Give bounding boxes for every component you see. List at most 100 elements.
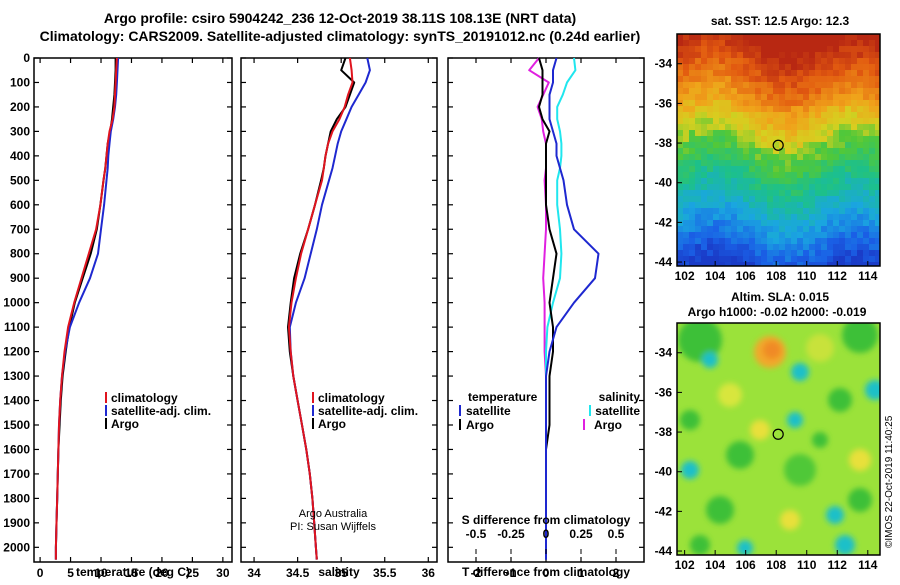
- sst-cell: [761, 46, 767, 52]
- sst-cell: [755, 202, 761, 208]
- sst-cell: [821, 250, 827, 256]
- sst-cell: [689, 34, 695, 40]
- sst-cell: [785, 166, 791, 172]
- sst-cell: [683, 232, 689, 238]
- sst-cell: [695, 214, 701, 220]
- sst-cell: [797, 148, 803, 154]
- sst-cell: [749, 64, 755, 70]
- sst-cell: [701, 184, 707, 190]
- sst-cell: [677, 52, 683, 58]
- map-y-tick-label: -38: [655, 136, 673, 150]
- sst-cell: [797, 124, 803, 130]
- sst-cell: [797, 208, 803, 214]
- sst-cell: [713, 196, 719, 202]
- sst-cell: [779, 160, 785, 166]
- sst-cell: [863, 58, 869, 64]
- sst-cell: [707, 142, 713, 148]
- sst-cell: [689, 118, 695, 124]
- sst-cell: [821, 130, 827, 136]
- sst-cell: [689, 100, 695, 106]
- sst-cell: [731, 262, 737, 266]
- sst-cell: [707, 214, 713, 220]
- sst-cell: [683, 250, 689, 256]
- sst-cell: [677, 160, 683, 166]
- depth-tick-label: 1800: [3, 491, 30, 505]
- sst-cell: [677, 34, 683, 40]
- depth-tick-label: 1400: [3, 394, 30, 408]
- sst-cell: [845, 220, 851, 226]
- sla-blob: [865, 380, 880, 400]
- sst-cell: [833, 64, 839, 70]
- sst-cell: [815, 214, 821, 220]
- sst-cell: [725, 100, 731, 106]
- sst-cell: [875, 52, 880, 58]
- sst-cell: [749, 118, 755, 124]
- sst-cell: [683, 82, 689, 88]
- sst-cell: [713, 106, 719, 112]
- x-tick-label: 0: [37, 566, 44, 580]
- sst-cell: [701, 112, 707, 118]
- sst-cell: [821, 34, 827, 40]
- sst-cell: [875, 34, 880, 40]
- sst-cell: [767, 112, 773, 118]
- sst-cell: [743, 196, 749, 202]
- sst-cell: [761, 172, 767, 178]
- sst-cell: [743, 184, 749, 190]
- sst-cells: [677, 34, 880, 266]
- sst-cell: [767, 124, 773, 130]
- sst-cell: [677, 88, 683, 94]
- sst-cell: [695, 232, 701, 238]
- sst-cell: [815, 202, 821, 208]
- sst-cell: [827, 58, 833, 64]
- sst-cell: [773, 202, 779, 208]
- sst-cell: [695, 34, 701, 40]
- legend-entry: satellite: [466, 404, 511, 418]
- sst-cell: [719, 130, 725, 136]
- sst-cell: [827, 100, 833, 106]
- sst-cell: [677, 220, 683, 226]
- sst-cell: [869, 244, 875, 250]
- sst-cell: [761, 130, 767, 136]
- sst-cell: [737, 58, 743, 64]
- sst-cell: [725, 118, 731, 124]
- sst-cell: [761, 244, 767, 250]
- sst-cell: [815, 262, 821, 266]
- sst-cell: [821, 142, 827, 148]
- sst-cell: [755, 40, 761, 46]
- sst-cell: [689, 208, 695, 214]
- sst-cell: [845, 148, 851, 154]
- sst-cell: [833, 190, 839, 196]
- temperature-series-argo: [54, 58, 117, 560]
- sst-cell: [767, 166, 773, 172]
- sla-blob: [763, 341, 781, 359]
- sst-cell: [677, 196, 683, 202]
- sst-cell: [827, 76, 833, 82]
- sst-cell: [701, 226, 707, 232]
- sst-cell: [767, 262, 773, 266]
- sst-cell: [863, 220, 869, 226]
- sst-cell: [779, 220, 785, 226]
- legend-entry: Argo: [318, 417, 346, 431]
- sst-cell: [851, 124, 857, 130]
- sst-cell: [689, 214, 695, 220]
- sst-cell: [761, 124, 767, 130]
- sst-cell: [845, 94, 851, 100]
- sst-cell: [767, 52, 773, 58]
- sst-cell: [845, 160, 851, 166]
- sst-cell: [725, 82, 731, 88]
- sst-cell: [713, 136, 719, 142]
- sst-cell: [863, 100, 869, 106]
- sst-cell: [821, 160, 827, 166]
- sst-cell: [791, 88, 797, 94]
- sst-cell: [707, 118, 713, 124]
- sst-cell: [785, 256, 791, 262]
- sst-cell: [677, 112, 683, 118]
- sst-cell: [689, 40, 695, 46]
- sst-cell: [875, 226, 880, 232]
- sst-cell: [743, 172, 749, 178]
- sst-cell: [845, 172, 851, 178]
- sla-blob: [780, 510, 800, 530]
- sst-cell: [689, 244, 695, 250]
- sst-cell: [827, 256, 833, 262]
- sst-cell: [857, 172, 863, 178]
